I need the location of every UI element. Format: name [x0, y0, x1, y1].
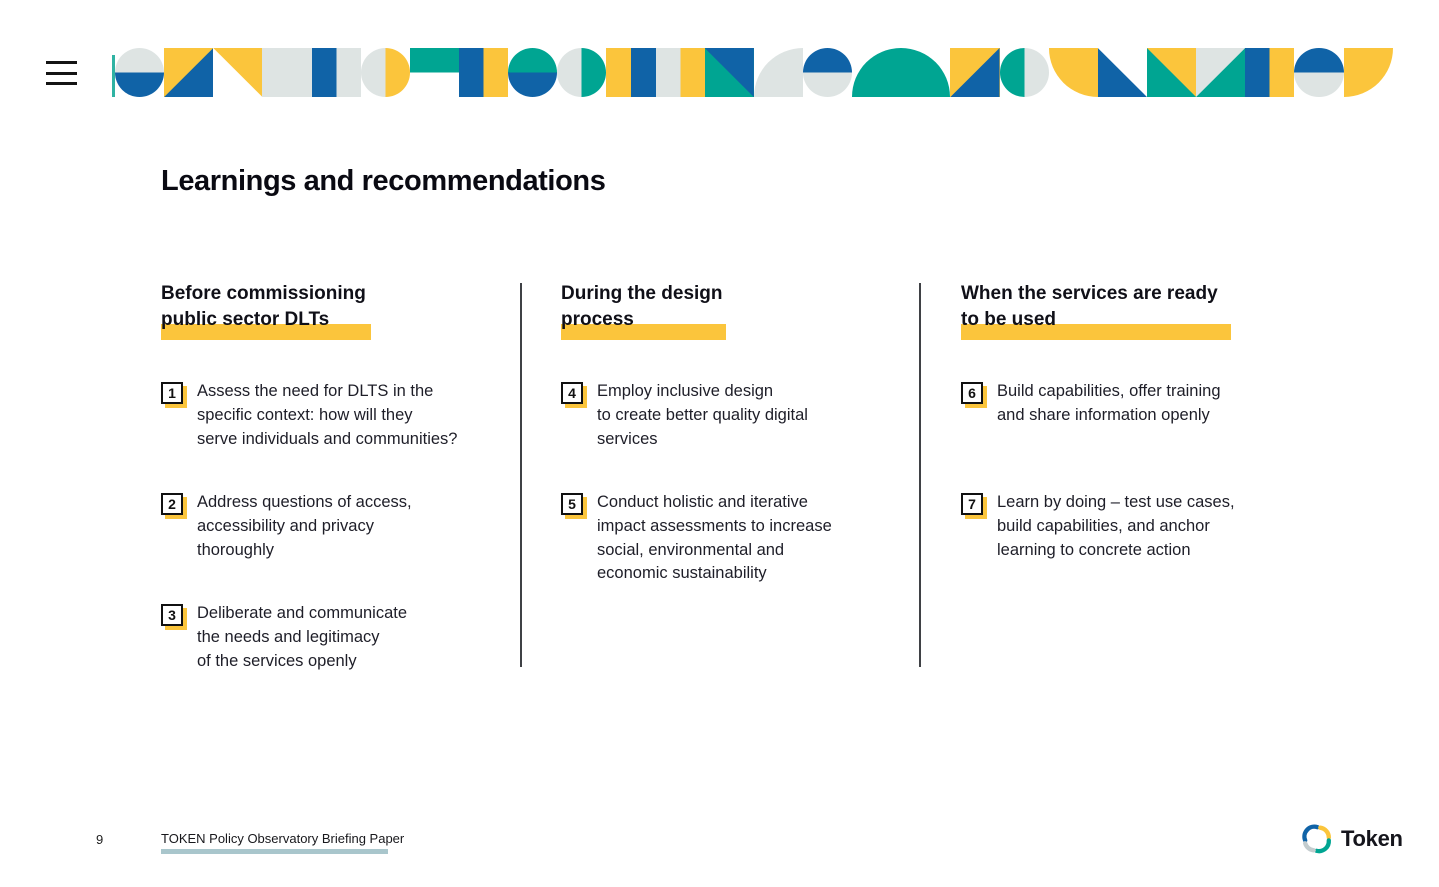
item-text: Deliberate and communicate the needs and …: [197, 604, 408, 670]
list-item: 7 Learn by doing – test use cases, build …: [961, 491, 1235, 562]
column-services-ready: When the services are ready to be used 6 …: [961, 281, 1311, 559]
heading-highlight-bar: [961, 324, 1231, 340]
item-text: Address questions of access, accessibilit…: [197, 493, 412, 559]
banner-tile: [753, 48, 803, 97]
banner-tile: [606, 48, 656, 97]
banner-tile: [262, 48, 312, 97]
item-text: Build capabilities, offer training and sh…: [997, 382, 1221, 424]
column-divider: [520, 283, 522, 667]
item-text: Conduct holistic and iterative impact ass…: [597, 493, 832, 583]
column-heading: During the design process: [561, 283, 723, 330]
item-number-badge: 3: [161, 604, 183, 626]
list-item: 1 Assess the need for DLTS in the specifi…: [161, 380, 457, 451]
column-before-commissioning: Before commissioning public sector DLTs 1…: [161, 281, 511, 670]
banner-tile: [360, 48, 410, 97]
banner: [115, 48, 1395, 97]
item-number-badge: 4: [561, 382, 583, 404]
banner-tile: [852, 48, 902, 97]
banner-tile: [1196, 48, 1246, 97]
banner-tile: [1245, 48, 1295, 97]
banner-tile: [164, 48, 214, 97]
banner-tile: [655, 48, 705, 97]
list-item: 5 Conduct holistic and iterative impact a…: [561, 491, 832, 586]
column-heading: When the services are ready to be used: [961, 283, 1218, 330]
list-item: 4 Employ inclusive design to create bette…: [561, 380, 808, 451]
banner-tile: [1146, 48, 1197, 97]
item-number-badge: 1: [161, 382, 183, 404]
banner-tile: [950, 48, 1000, 97]
banner-tile: [508, 48, 558, 97]
heading-highlight-bar: [161, 324, 371, 340]
banner-tile: [1294, 48, 1344, 97]
banner-tile: [557, 48, 607, 97]
banner-tile: [901, 48, 951, 97]
banner-tile: [1343, 48, 1393, 97]
banner-tile: [704, 48, 754, 97]
item-number-badge: 7: [961, 493, 983, 515]
list-item: 6 Build capabilities, offer training and …: [961, 380, 1221, 428]
banner-accent-line: [112, 55, 115, 97]
banner-tile: [311, 48, 361, 97]
document-title-link[interactable]: TOKEN Policy Observatory Briefing Paper: [161, 831, 405, 846]
column-heading: Before commissioning public sector DLTs: [161, 283, 366, 330]
item-text: Employ inclusive design to create better …: [597, 382, 808, 448]
banner-tile: [458, 48, 509, 97]
banner-tile: [409, 48, 459, 97]
token-logo: Token: [1300, 822, 1403, 856]
item-number-badge: 6: [961, 382, 983, 404]
item-text: Assess the need for DLTS in the specific …: [197, 382, 458, 448]
list-item: 3 Deliberate and communicate the needs an…: [161, 602, 407, 673]
banner-tile: [999, 48, 1049, 97]
banner-tile: [802, 48, 853, 97]
token-logo-icon: [1302, 824, 1331, 854]
column-during-design: During the design process 4 Employ inclus…: [561, 281, 911, 582]
column-divider: [919, 283, 921, 667]
logo-text: Token: [1341, 826, 1403, 851]
banner-tile: [1048, 48, 1098, 97]
list-item: 2 Address questions of access, accessibil…: [161, 491, 412, 562]
hamburger-menu-icon[interactable]: [46, 61, 77, 85]
hamburger-line: [46, 82, 77, 85]
banner-tile: [1097, 48, 1147, 97]
page-number: 9: [96, 832, 104, 847]
item-number-badge: 2: [161, 493, 183, 515]
banner-tile: [213, 48, 263, 97]
banner-tile: [115, 48, 165, 97]
hamburger-line: [46, 71, 77, 75]
page-title: Learnings and recommendations: [161, 165, 606, 197]
item-number-badge: 5: [561, 493, 583, 515]
item-text: Learn by doing – test use cases, build ca…: [997, 493, 1235, 559]
document-title-underline: [161, 849, 388, 854]
hamburger-line: [46, 61, 77, 64]
heading-highlight-bar: [561, 324, 726, 340]
